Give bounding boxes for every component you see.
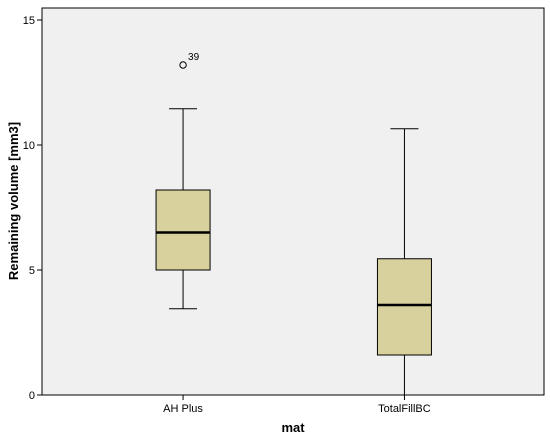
box-2 (376, 128, 432, 396)
x-tick-label: TotalFillBC (378, 403, 431, 415)
y-axis: 0 5 10 15 (23, 15, 42, 402)
x-tick-label: AH Plus (163, 403, 203, 415)
y-tick-label: 10 (23, 140, 35, 152)
outlier-label: 39 (188, 52, 200, 63)
x-axis-title: mat (281, 420, 305, 435)
boxes-group: 39 (155, 52, 432, 396)
outlier-point (179, 61, 187, 69)
y-tick-label: 0 (29, 390, 35, 402)
box-iqr (155, 189, 211, 271)
box-iqr (376, 258, 432, 356)
x-axis: AH Plus TotalFillBC (163, 395, 431, 415)
y-tick-label: 15 (23, 15, 35, 27)
box-1: 39 (155, 52, 211, 310)
y-axis-title: Remaining volume [mm3] (6, 122, 21, 280)
plot-area (41, 7, 545, 396)
y-tick-label: 5 (29, 265, 35, 277)
